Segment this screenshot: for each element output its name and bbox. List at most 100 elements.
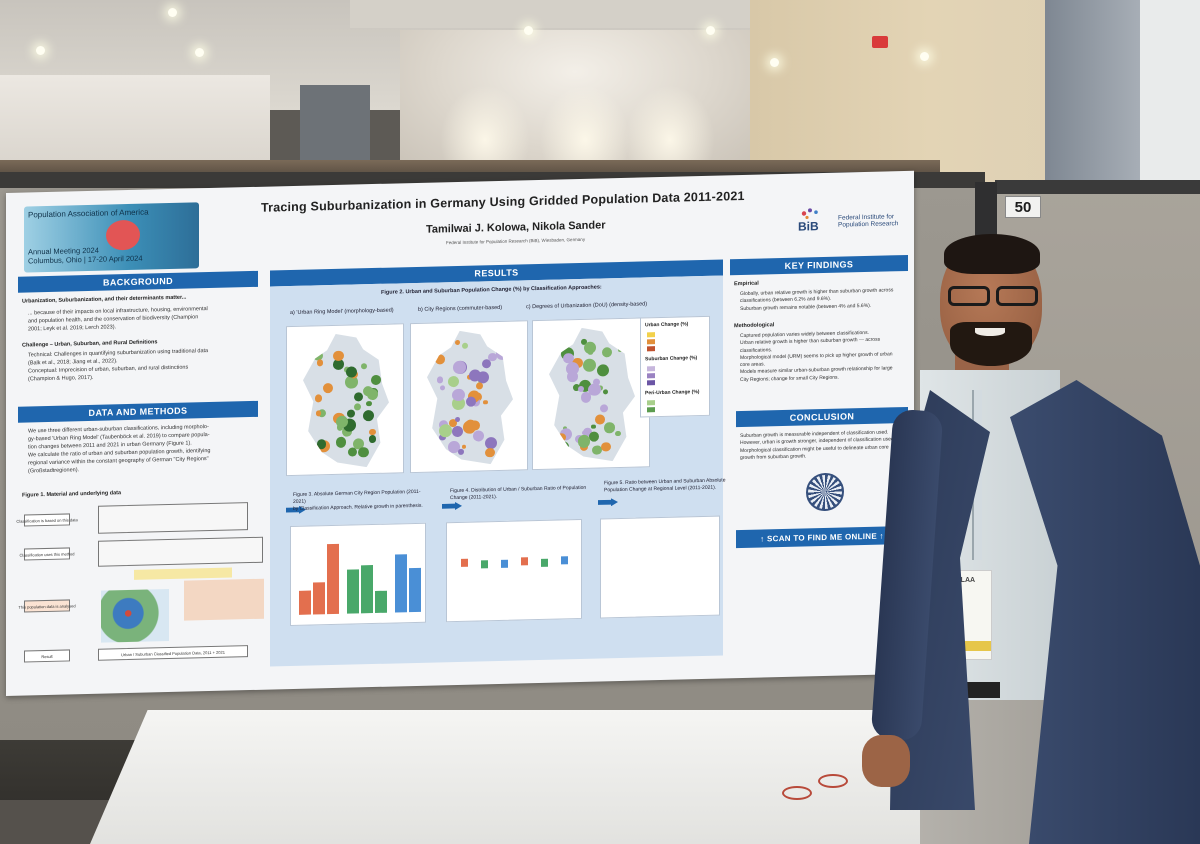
flow-result: Urban / Suburban Classified Population D… (98, 645, 248, 661)
flow-label: This population data is analysed (18, 599, 76, 613)
ceiling-light (168, 8, 177, 17)
map-region-dot (485, 448, 495, 458)
bar (375, 590, 387, 613)
legend-swatch (647, 380, 655, 386)
box-plot-box (541, 558, 548, 567)
map-region-dot (371, 375, 381, 385)
map-region-dot (439, 424, 452, 437)
data-methods-text: We use three different urban-suburban cl… (28, 423, 260, 476)
qr-code[interactable] (806, 472, 844, 512)
figure4-box-plot (446, 518, 582, 623)
map-region-dot (316, 410, 321, 416)
map-region-dot (581, 392, 591, 402)
map-region-dot (323, 383, 333, 394)
dark-pillar (300, 85, 370, 170)
map-region-dot (589, 432, 599, 442)
background-heading: BACKGROUND (18, 270, 258, 293)
germany-outline (549, 327, 635, 463)
box-plot-box (461, 558, 468, 567)
map-region-dot (458, 449, 464, 455)
box-plot-box (481, 560, 488, 569)
map-region-dot (317, 360, 324, 367)
legend-suburban-title: Suburban Change (%) (645, 355, 698, 363)
germany-outline (427, 330, 513, 466)
cable (818, 774, 848, 788)
map-region-dot (347, 409, 355, 417)
bar (409, 567, 421, 613)
badge-strip (953, 641, 991, 651)
figure5-caption: Figure 5. Ratio between Urban and Suburb… (604, 477, 726, 494)
challenge-heading: Challenge – Urban, Suburban, and Rural D… (22, 339, 158, 349)
flow-data-boxes (98, 502, 248, 534)
ceiling-light (706, 26, 715, 35)
map-region-dot (437, 377, 443, 384)
left-hand (862, 735, 910, 787)
flow-population-box (184, 578, 264, 621)
map-region-dot (597, 364, 609, 376)
map-region-dot (358, 447, 368, 457)
map-region-dot (315, 395, 322, 402)
bar (347, 569, 359, 614)
conference-banner: Population Association of America Annual… (24, 202, 199, 273)
map-region-dot (363, 346, 368, 351)
map-region-dot (361, 363, 367, 369)
map-region-dot (440, 385, 445, 390)
figure3-bar-chart (290, 522, 426, 627)
conference-meeting: Annual Meeting 2024 Columbus, Ohio | 17-… (28, 246, 143, 266)
background-text: ... because of their impacts on local in… (28, 305, 260, 335)
map-region-dot (583, 359, 596, 372)
map-region-dot (369, 428, 376, 435)
presenter: PLAA (860, 230, 1200, 844)
flow-method-boxes (98, 536, 263, 567)
badge-label: PLAA (956, 577, 976, 584)
map-region-dot (453, 361, 466, 374)
map-region-dot (466, 396, 476, 406)
map-region-dot (435, 354, 445, 364)
map-region-dot (603, 389, 608, 394)
challenge-text: Technical: Challenges in quantifying sub… (28, 347, 260, 385)
ceiling-light (524, 26, 533, 35)
map-region-dot (476, 382, 484, 390)
box-plot-box (561, 556, 568, 565)
booth-number: 50 (1005, 196, 1041, 218)
map-region-dot (602, 347, 612, 358)
map-region-dot (483, 400, 488, 405)
map-region-dot (318, 453, 322, 457)
map-region-dot (591, 424, 596, 429)
methodological-label: Methodological (734, 322, 775, 330)
map-region-dot (600, 404, 608, 412)
map-region-dot (376, 348, 383, 355)
map-legend: Urban Change (%) Suburban Change (%) Per… (640, 315, 710, 418)
map-region-dot (348, 447, 357, 457)
map-urban-ring-model (286, 323, 404, 477)
map-region-dot (578, 435, 591, 448)
bar (313, 582, 325, 615)
legend-periurban-title: Peri-Urban Change (%) (645, 389, 700, 397)
map-region-dot (369, 435, 376, 443)
map-region-dot (615, 431, 621, 437)
glasses-lens (948, 286, 990, 306)
map-region-dot (593, 378, 600, 385)
map-region-dot (557, 433, 565, 442)
wall-far-right (1140, 0, 1200, 200)
glasses (944, 286, 1042, 308)
legend-swatch (647, 407, 655, 413)
data-methods-heading: DATA AND METHODS (18, 400, 258, 423)
bar (327, 543, 339, 615)
legend-swatch (647, 332, 655, 338)
map-region-dot (601, 442, 611, 452)
ceiling-light (195, 48, 204, 57)
map-region-dot (584, 341, 596, 353)
germany-outline (303, 333, 389, 469)
map-region-dot (604, 423, 614, 434)
map-region-dot (462, 343, 468, 349)
map-region-dot (618, 348, 622, 352)
ceiling-light (36, 46, 45, 55)
map-region-dot (455, 417, 460, 422)
bar (395, 554, 407, 613)
map-region-dot (366, 401, 372, 407)
map-city-regions (410, 320, 528, 474)
map-region-dot (473, 430, 484, 441)
figure3-caption: Figure 3. Absolute German City Region Po… (293, 489, 433, 513)
